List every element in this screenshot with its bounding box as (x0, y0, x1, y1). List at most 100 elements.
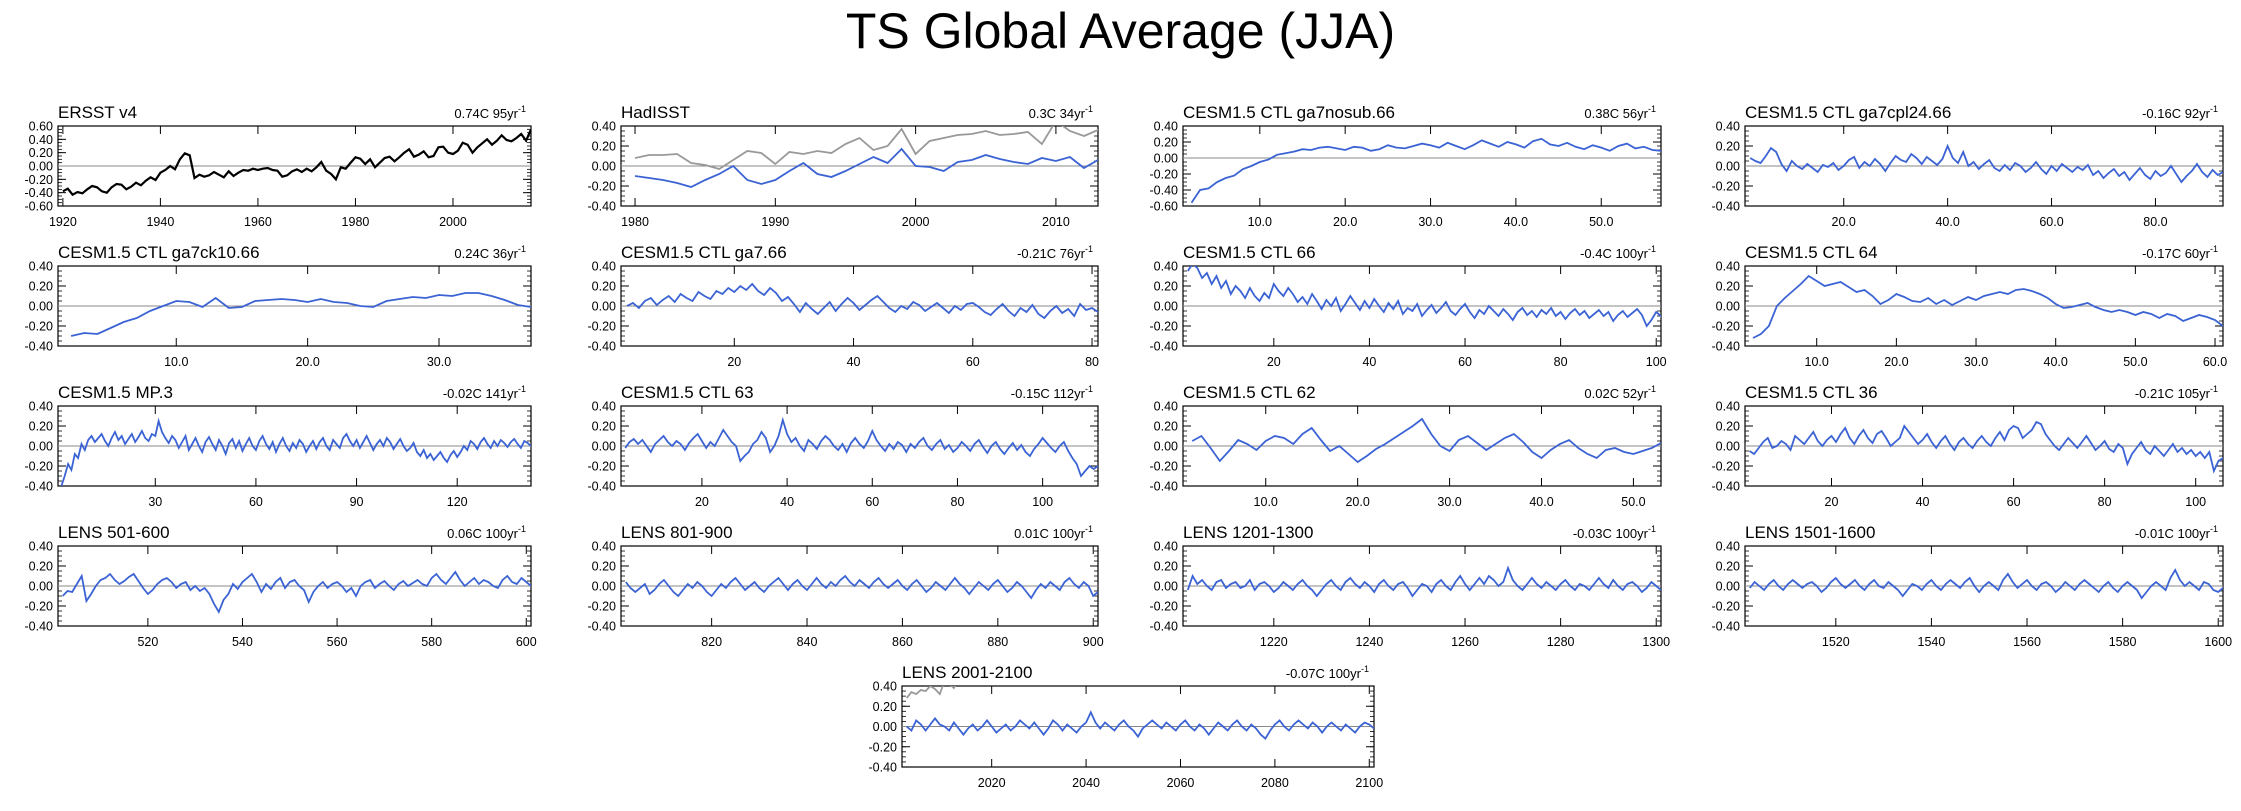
series-line (625, 574, 1098, 600)
y-tick-label: 0.00 (592, 160, 616, 174)
x-tick-label: 20.0 (1884, 355, 1908, 369)
x-tick-label: 1600 (2204, 635, 2232, 649)
x-tick-label: 580 (421, 635, 442, 649)
panel-title: CESM1.5 CTL ga7cpl24.66 (1745, 103, 1951, 122)
y-tick-label: -0.20 (1712, 600, 1741, 614)
y-tick-label: 0.20 (29, 560, 53, 574)
trend-exponent: -1 (518, 384, 526, 394)
trend-value: 0.02C 52yr (1584, 386, 1648, 401)
panel-title: CESM1.5 CTL 63 (621, 383, 754, 402)
y-tick-label: 0.00 (1154, 152, 1178, 166)
y-tick-label: -0.40 (588, 200, 617, 214)
x-tick-label: 50.0 (2123, 355, 2147, 369)
trend-label: -0.16C 92yr-1 (2142, 104, 2218, 121)
x-tick-label: 30.0 (1437, 495, 1461, 509)
y-tick-label: 0.40 (1154, 260, 1178, 274)
x-tick-label: 60 (1458, 355, 1472, 369)
panel-title: LENS 1501-1600 (1745, 523, 1875, 542)
trend-label: 0.74C 95yr-1 (454, 104, 526, 121)
trend-value: -0.4C 100yr (1580, 246, 1649, 261)
x-tick-label: 100 (1032, 495, 1053, 509)
trend-exponent: -1 (1085, 244, 1093, 254)
panel-title: LENS 501-600 (58, 523, 170, 542)
y-tick-label: 0.20 (592, 280, 616, 294)
y-tick-label: 0.60 (29, 120, 53, 134)
trend-exponent: -1 (1085, 104, 1093, 114)
x-tick-label: 600 (516, 635, 537, 649)
x-tick-label: 100 (2185, 495, 2206, 509)
panel-title: CESM1.5 CTL ga7.66 (621, 243, 787, 262)
x-tick-label: 2000 (439, 215, 467, 229)
y-tick-label: -0.20 (588, 600, 617, 614)
chart-panel: 0.40 0.20 0.00 -0.20 -0.40 20 40 60 80 100 CESM1.5… (588, 383, 1099, 509)
y-tick-label: -0.40 (588, 480, 617, 494)
x-tick-label: 820 (701, 635, 722, 649)
y-tick-label: 0.00 (1716, 160, 1740, 174)
x-tick-label: 30.0 (1964, 355, 1988, 369)
trend-value: -0.21C 76yr (1017, 246, 1086, 261)
series-line (62, 128, 531, 197)
x-tick-label: 2010 (1042, 215, 1070, 229)
x-tick-label: 2060 (1167, 776, 1195, 790)
x-tick-label: 540 (232, 635, 253, 649)
x-tick-label: 10.0 (1254, 495, 1278, 509)
x-tick-label: 860 (892, 635, 913, 649)
y-tick-label: -0.40 (25, 340, 54, 354)
chart-panel: 0.40 0.20 0.00 -0.20 -0.40 20 40 60 80 100 CESM1.5… (1150, 243, 1667, 369)
series-line (1187, 266, 1661, 328)
x-tick-label: 1960 (244, 215, 272, 229)
panel-title: ERSST v4 (58, 103, 137, 122)
x-tick-label: 40 (1916, 495, 1930, 509)
trend-label: -0.4C 100yr-1 (1580, 244, 1656, 261)
y-tick-label: -0.40 (1712, 340, 1741, 354)
trend-value: -0.17C 60yr (2142, 246, 2211, 261)
trend-value: 0.38C 56yr (1584, 106, 1648, 121)
y-tick-label: -0.40 (1150, 340, 1179, 354)
series-line (1191, 417, 1661, 464)
y-tick-label: -0.40 (588, 340, 617, 354)
y-tick-label: 0.40 (592, 260, 616, 274)
panel-title: LENS 1201-1300 (1183, 523, 1313, 542)
y-tick-label: 0.40 (1716, 120, 1740, 134)
y-tick-label: 0.20 (1716, 140, 1740, 154)
y-tick-label: -0.20 (588, 180, 617, 194)
trend-exponent: -1 (1648, 384, 1656, 394)
x-tick-label: 80 (2098, 495, 2112, 509)
series-line (62, 570, 531, 615)
x-tick-label: 30 (148, 495, 162, 509)
trend-label: 0.38C 56yr-1 (1584, 104, 1656, 121)
y-tick-label: 0.40 (1716, 540, 1740, 554)
series-line (1752, 274, 2223, 339)
x-tick-label: 20.0 (1832, 215, 1856, 229)
x-tick-label: 520 (137, 635, 158, 649)
chart-panel: 0.40 0.20 0.00 -0.20 -0.40 20 40 60 80 100 CESM1.5… (1712, 383, 2224, 509)
chart-panel: 0.40 0.20 0.00 -0.20 -0.40 20 40 60 80 CESM1.5 CT… (588, 243, 1100, 369)
y-tick-label: 0.00 (29, 440, 53, 454)
x-tick-label: 1520 (1822, 635, 1850, 649)
trend-value: -0.15C 112yr (1011, 386, 1086, 401)
trend-value: -0.02C 141yr (443, 386, 519, 401)
series-line (624, 416, 1098, 478)
x-tick-label: 2020 (978, 776, 1006, 790)
y-tick-label: -0.40 (25, 620, 54, 634)
y-tick-label: -0.20 (25, 600, 54, 614)
x-tick-label: 40.0 (1935, 215, 1959, 229)
trend-exponent: -1 (518, 104, 526, 114)
y-tick-label: 0.00 (29, 160, 53, 174)
y-tick-label: -0.40 (588, 620, 617, 634)
trend-value: -0.21C 105yr (2135, 386, 2211, 401)
series-line (626, 282, 1098, 320)
y-tick-label: 0.40 (592, 540, 616, 554)
x-tick-label: 10.0 (1248, 215, 1272, 229)
trend-value: 0.01C 100yr (1014, 526, 1085, 541)
y-tick-label: 0.40 (592, 400, 616, 414)
x-tick-label: 20 (695, 495, 709, 509)
x-tick-label: 20 (1267, 355, 1281, 369)
y-tick-label: 0.40 (592, 120, 616, 134)
x-tick-label: 40.0 (2044, 355, 2068, 369)
x-tick-label: 10.0 (164, 355, 188, 369)
series-line (1749, 420, 2223, 474)
panel-title: CESM1.5 CTL 36 (1745, 383, 1878, 402)
trend-label: 0.3C 34yr-1 (1029, 104, 1093, 121)
